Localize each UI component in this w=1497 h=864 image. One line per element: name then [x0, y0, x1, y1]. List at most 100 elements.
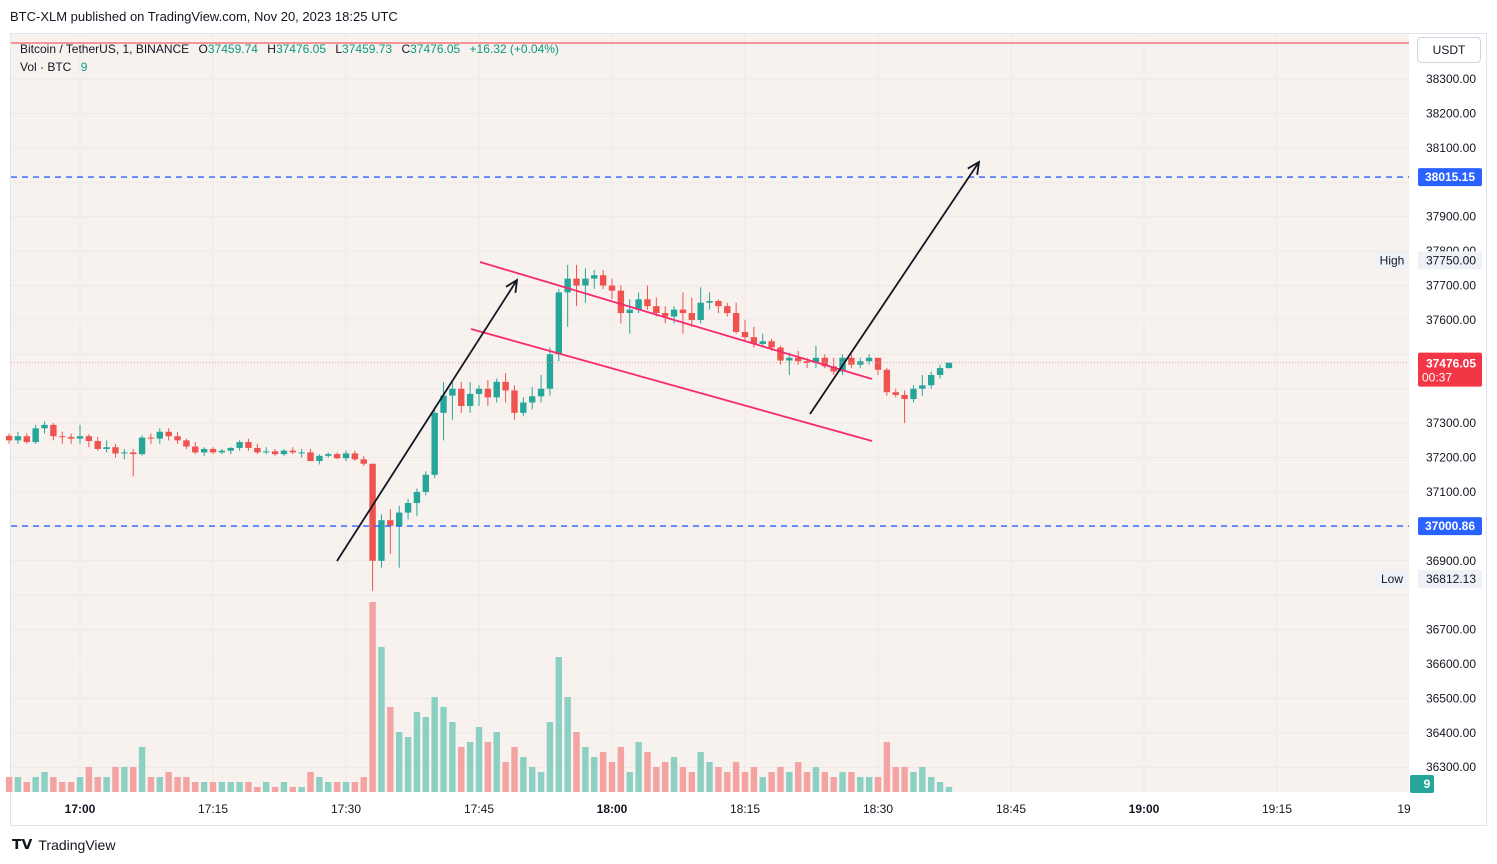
volume-bar — [289, 787, 296, 792]
volume-bar — [174, 777, 181, 792]
candle-body — [564, 278, 571, 293]
price-tick: 37300.00 — [1426, 416, 1476, 430]
volume-bar — [945, 787, 953, 792]
candle-body — [449, 388, 456, 396]
volume-label[interactable]: Vol · BTC — [20, 60, 72, 74]
candle-body — [396, 512, 403, 526]
candle-body — [511, 390, 518, 413]
volume-bar — [360, 777, 367, 792]
volume-bar — [635, 742, 642, 792]
candle-body — [378, 520, 385, 561]
candle-body — [786, 357, 793, 361]
impulse-arrow[interactable] — [336, 279, 518, 562]
target-arrow[interactable] — [809, 161, 980, 415]
volume-bar — [236, 782, 243, 792]
volume-bar — [192, 782, 199, 792]
candle-body — [422, 474, 429, 492]
volume-bar — [839, 772, 846, 792]
candle-body — [582, 278, 589, 286]
volume-bar — [183, 777, 190, 792]
candle-body — [928, 374, 935, 386]
time-tick: 17:30 — [331, 802, 361, 816]
candle-body — [271, 451, 279, 455]
grid — [11, 34, 1409, 792]
price-tick: 36900.00 — [1426, 554, 1476, 568]
session-low-value-bg — [1418, 570, 1482, 589]
candle-body — [892, 392, 899, 395]
candle-body — [138, 437, 146, 455]
candle-body — [280, 450, 288, 455]
volume-bar — [830, 777, 837, 792]
candle-body — [573, 278, 580, 286]
volume-bar — [617, 747, 625, 792]
candle-body — [103, 447, 110, 449]
volume-bar — [874, 777, 882, 792]
candle-body — [591, 275, 598, 279]
level-upper-badge-bg — [1418, 168, 1482, 187]
volume-bar — [883, 742, 891, 792]
volume-bar — [413, 712, 421, 792]
candle-body — [715, 301, 722, 307]
volume-bar — [803, 772, 811, 792]
candle-body — [688, 313, 695, 320]
candle-body — [14, 436, 22, 441]
time-tick: 18:15 — [730, 802, 760, 816]
candle-body — [768, 341, 775, 348]
tradingview-footer: 𝗧𝗩 TradingView — [12, 836, 115, 853]
price-tick: 36300.00 — [1426, 760, 1476, 774]
volume-bar — [697, 752, 704, 792]
volume-bar — [165, 772, 172, 792]
volume-bar — [32, 777, 39, 792]
volume-bar — [662, 762, 669, 792]
volume-bar — [715, 767, 722, 792]
candle-body — [520, 402, 527, 413]
volume-bar — [130, 767, 137, 792]
volume-bar — [626, 772, 633, 792]
volume-bar — [271, 787, 279, 792]
channel-lower-line[interactable] — [470, 328, 873, 442]
candle-body — [724, 306, 731, 314]
candle-body — [635, 299, 642, 310]
volume-bar — [351, 782, 359, 792]
change-value: +16.32 (+0.04%) — [469, 42, 559, 56]
volume-bar — [138, 747, 146, 792]
candle-body — [706, 301, 713, 303]
candle-body — [165, 431, 172, 437]
candle-body — [50, 424, 57, 437]
candle-body — [147, 437, 155, 439]
candle-body — [112, 447, 119, 454]
candle-body — [910, 388, 917, 400]
candles — [5, 264, 953, 592]
horizontal-levels[interactable] — [11, 176, 1409, 527]
drawings[interactable] — [336, 160, 981, 562]
volume-bar — [422, 717, 429, 792]
volume-bar — [475, 727, 483, 792]
candle-body — [342, 453, 350, 459]
candle-body — [653, 306, 660, 314]
volume-bar — [724, 772, 731, 792]
volume-bar — [901, 767, 908, 792]
candle-body — [431, 412, 438, 475]
candle-body — [369, 463, 376, 561]
candle-body — [413, 491, 421, 503]
currency-button[interactable]: USDT — [1417, 37, 1481, 63]
price-tick: 37900.00 — [1426, 210, 1476, 224]
volume-bar — [67, 782, 75, 792]
volume-bar — [200, 782, 208, 792]
volume-bar — [245, 782, 252, 792]
volume-bar — [520, 757, 527, 792]
candle-body — [475, 388, 483, 394]
channel-upper-line[interactable] — [479, 261, 873, 380]
candle-body — [484, 388, 492, 398]
symbol-label[interactable]: Bitcoin / TetherUS, 1, BINANCE — [20, 42, 190, 56]
volume-bar — [537, 772, 545, 792]
volume-bar — [254, 787, 261, 792]
volume-bar — [582, 747, 589, 792]
countdown-label: 00:37 — [1422, 371, 1452, 385]
candle-body — [529, 396, 536, 403]
price-tick: 36400.00 — [1426, 726, 1476, 740]
candle-body — [901, 394, 908, 400]
candle-body — [626, 309, 633, 314]
high-label: H — [267, 42, 276, 56]
